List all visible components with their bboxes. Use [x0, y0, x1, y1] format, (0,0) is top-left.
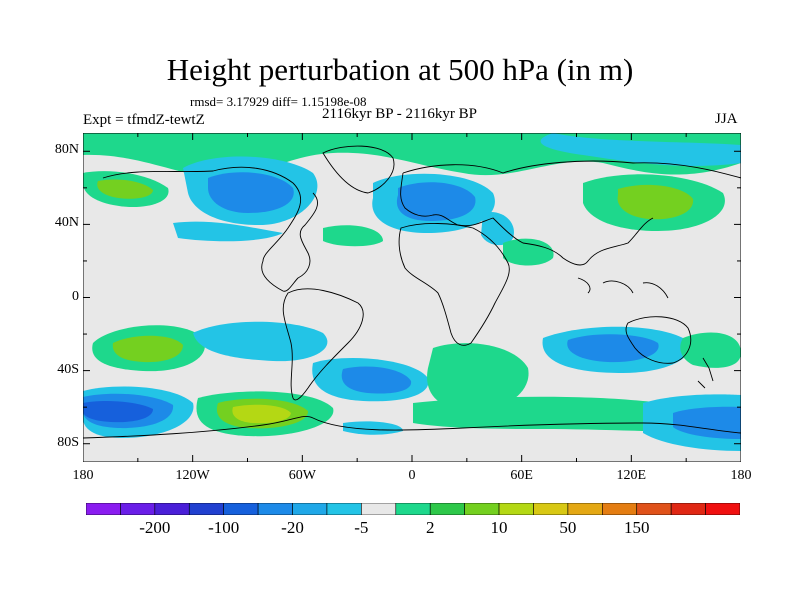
coast-eurasia [400, 160, 741, 266]
colorbar-box [670, 503, 706, 515]
field-blue-europe-core [396, 182, 476, 221]
period-label: 2116kyr BP - 2116kyr BP [322, 106, 478, 122]
colorbar-label: 50 [559, 518, 577, 537]
field-yellowgreen-asia-core [617, 184, 694, 220]
plot-title: Height perturbation at 500 hPa (in m) [166, 52, 634, 87]
colorbar-label: -200 [139, 518, 171, 537]
field-green-namer [323, 225, 383, 247]
colorbar-label: 2 [425, 518, 435, 537]
lon-label: 120E [616, 468, 647, 483]
axis-ticks [83, 133, 741, 462]
colorbar-label: -100 [208, 518, 240, 537]
colorbar-box [326, 503, 362, 515]
stats-line: rmsd= 3.17929 diff= 1.15198e-08 [190, 94, 367, 109]
field-blue-satl-core [341, 366, 412, 394]
colorbar [86, 503, 740, 515]
lat-label: 40N [54, 215, 79, 231]
lon-label: 120W [175, 468, 210, 483]
field-green-aus [680, 332, 741, 368]
colorbar-box [361, 503, 397, 515]
lon-label: 180 [730, 468, 752, 483]
colorbar-box [636, 503, 672, 515]
colorbar-box [464, 503, 500, 515]
colorbar-box [705, 503, 740, 515]
coast-new-zealand [697, 357, 714, 389]
colorbar-box [429, 503, 465, 515]
field-yellowgreen-spac [112, 335, 183, 363]
coast-antarctica [83, 415, 741, 439]
field-blue-indian-core [567, 334, 659, 363]
field-blue-arctic [540, 133, 741, 166]
lon-label: 60W [288, 468, 316, 483]
coastlines [83, 145, 741, 439]
colorbar-label: 10 [490, 518, 508, 537]
experiment-label: Expt = tfmdZ-tewtZ [83, 112, 205, 128]
map-panel [83, 133, 741, 462]
field-blue-sw-pacific-core [83, 401, 153, 423]
colorbar-box [86, 503, 121, 515]
field-blue-south-atl-edge [343, 421, 403, 435]
season-label: JJA [715, 111, 738, 127]
lon-label: 180 [72, 468, 94, 483]
coast-africa [398, 223, 510, 346]
lat-label: 0 [72, 288, 79, 304]
colorbar-label: -5 [354, 518, 369, 537]
field-green-india [503, 238, 554, 266]
colorbar-label: 150 [623, 518, 650, 537]
coast-north-america [102, 166, 318, 292]
colorbar-box [292, 503, 328, 515]
coast-australia [625, 316, 692, 364]
colorbar-box [257, 503, 293, 515]
coast-greenland [322, 145, 395, 194]
lat-label: 40S [57, 361, 79, 377]
field-green-safrica [427, 343, 529, 412]
lon-label: 60E [510, 468, 533, 483]
field-blue-mideast [481, 212, 514, 246]
lat-label: 80N [54, 142, 79, 158]
colorbar-box [498, 503, 534, 515]
coast-south-america [282, 288, 364, 401]
colorbar-box [154, 503, 190, 515]
field-yellow-drake-core [232, 404, 291, 424]
field-blue-atlantic-band [173, 221, 283, 242]
field-blue-samer-west [193, 321, 328, 362]
lon-label: 0 [408, 468, 416, 483]
coast-southeast-asia [577, 277, 669, 299]
colorbar-box [395, 503, 431, 515]
lat-label: 80S [57, 434, 79, 450]
field-blue-na-west-core [208, 172, 294, 213]
colorbar-box [120, 503, 156, 515]
colorbar-box [223, 503, 259, 515]
colorbar-box [188, 503, 224, 515]
colorbar-box [602, 503, 638, 515]
colorbar-label: -20 [281, 518, 304, 537]
field-yellowgreen-pacific-nw [97, 179, 153, 199]
colorbar-box [567, 503, 603, 515]
colorbar-box [533, 503, 569, 515]
